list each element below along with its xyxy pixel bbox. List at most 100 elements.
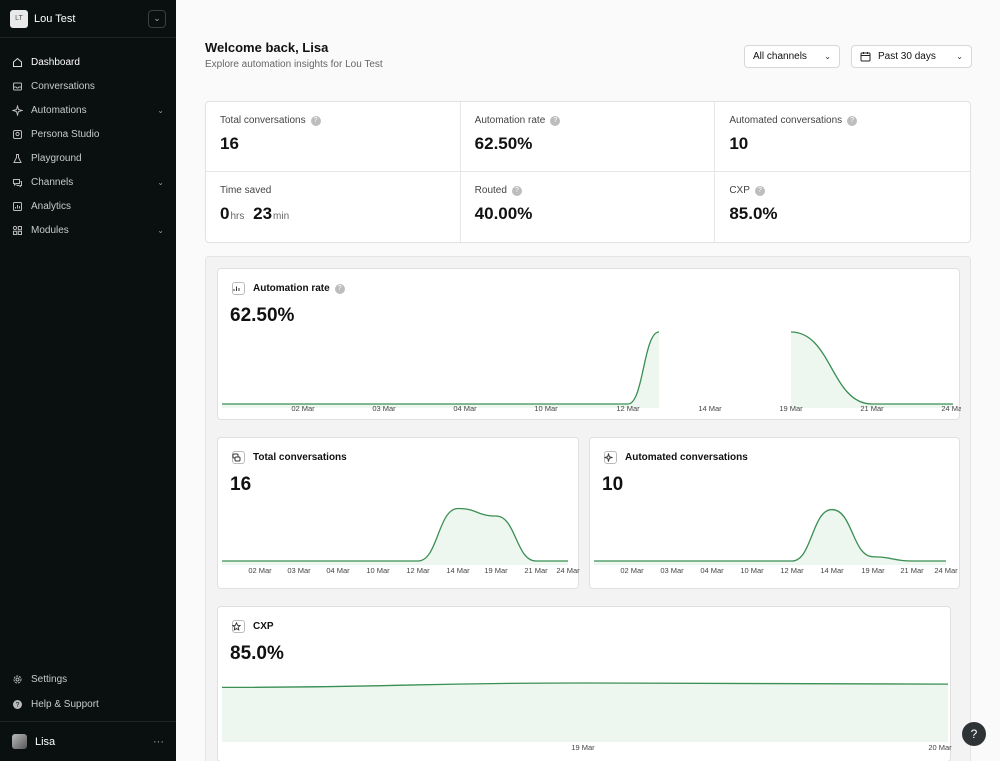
card-title: Automated conversations xyxy=(625,452,748,463)
series-line xyxy=(594,508,946,562)
card-value: 62.50% xyxy=(230,305,295,326)
calendar-icon xyxy=(860,51,871,62)
workspace-badge: LT xyxy=(10,9,28,28)
hours-value: 0 xyxy=(220,204,230,223)
main-nav: Dashboard Conversations Automations ⌄ Pe… xyxy=(0,38,176,242)
chevron-down-icon: ⌄ xyxy=(824,52,831,61)
chart-card-automation-rate: Automation rate ? 62.50% 02 Mar 03 Mar 04 … xyxy=(217,268,961,420)
help-icon[interactable]: ? xyxy=(847,115,858,126)
inbox-icon xyxy=(12,81,23,92)
help-fab[interactable]: ? xyxy=(962,722,986,746)
x-tick-label: 19 Mar xyxy=(779,404,803,413)
sidebar-item-label: Help & Support xyxy=(31,699,99,710)
chat-bubbles-icon xyxy=(232,451,245,464)
x-tick-label: 19 Mar xyxy=(861,566,885,575)
series-line xyxy=(221,331,660,405)
help-icon: ? xyxy=(970,727,978,741)
stat-routed: Routed? 40.00% xyxy=(461,172,716,242)
series-area xyxy=(222,683,948,742)
help-icon[interactable]: ? xyxy=(310,115,321,126)
x-tick-label: 14 Mar xyxy=(698,404,722,413)
channel-select-value: All channels xyxy=(753,51,807,62)
help-icon[interactable]: ? xyxy=(511,185,522,196)
star-icon xyxy=(232,620,245,633)
sidebar-item-automations[interactable]: Automations ⌄ xyxy=(0,98,176,122)
chevron-down-icon[interactable]: ⌄ xyxy=(148,9,166,28)
date-range-select[interactable]: Past 30 days ⌄ xyxy=(851,45,972,68)
help-icon[interactable]: ? xyxy=(550,115,561,126)
card-title: Automation rate xyxy=(253,283,330,294)
stat-value: 16 xyxy=(220,134,239,153)
card-value: 16 xyxy=(230,474,252,495)
sidebar-item-dashboard[interactable]: Dashboard xyxy=(0,50,176,74)
card-title: Total conversations xyxy=(253,452,347,463)
sidebar-item-conversations[interactable]: Conversations xyxy=(0,74,176,98)
sidebar-item-persona-studio[interactable]: Persona Studio xyxy=(0,122,176,146)
x-tick-label: 21 Mar xyxy=(900,566,924,575)
x-tick-label: 20 Mar xyxy=(928,743,952,752)
stat-label: Routed xyxy=(474,185,507,196)
total-conversations-chart: 02 Mar 03 Mar 04 Mar 10 Mar 12 Mar 14 Mar 19 M… xyxy=(222,507,580,575)
stat-automation-rate: Automation rate? 62.50% xyxy=(460,102,716,172)
channel-select[interactable]: All channels ⌄ xyxy=(744,45,840,68)
cxp-chart: 19 Mar 20 Mar xyxy=(221,682,952,752)
help-icon: ? xyxy=(12,699,23,710)
x-tick-label: 02 Mar xyxy=(291,404,315,413)
minutes-unit: min xyxy=(273,211,290,222)
stat-label: Total conversations xyxy=(220,115,306,126)
hours-unit: hrs xyxy=(230,211,245,222)
sidebar-item-label: Settings xyxy=(31,674,68,685)
series-area xyxy=(222,332,659,408)
sidebar-item-label: Persona Studio xyxy=(31,128,100,140)
help-icon[interactable]: ? xyxy=(754,185,765,196)
chart-card-total-conversations: Total conversations 16 02 Mar 03 Mar 04 Ma… xyxy=(217,437,580,589)
sidebar-item-settings[interactable]: Settings xyxy=(0,667,176,692)
sidebar-footer: Settings ? Help & Support Lisa ··· xyxy=(0,667,176,761)
x-tick-label: 24 Mar xyxy=(941,404,961,413)
stat-value: 10 xyxy=(729,134,749,153)
charts-panel: Automation rate ? 62.50% 02 Mar 03 Mar 04 … xyxy=(205,256,971,761)
main-content: Welcome back, Lisa Explore automation in… xyxy=(176,0,1000,761)
sparkle-icon xyxy=(12,104,23,116)
sidebar-item-playground[interactable]: Playground xyxy=(0,146,176,170)
user-name: Lisa xyxy=(35,735,56,748)
x-tick-label: 12 Mar xyxy=(406,566,430,575)
x-tick-label: 04 Mar xyxy=(700,566,724,575)
stat-cxp: CXP? 85.0% xyxy=(715,172,970,242)
stat-label: Automated conversations xyxy=(729,115,843,126)
chart-card-cxp: CXP 85.0% 19 Mar 20 Mar xyxy=(217,606,952,761)
x-tick-label: 10 Mar xyxy=(366,566,390,575)
workspace-switcher[interactable]: LT Lou Test ⌄ xyxy=(0,0,176,38)
sidebar-item-label: Conversations xyxy=(31,80,95,92)
stat-total-conversations: Total conversations? 16 xyxy=(206,102,461,172)
chart-card-automated-conversations: Automated conversations 10 02 Mar 03 Mar 0… xyxy=(589,437,960,589)
workspace-name: Lou Test xyxy=(34,12,76,25)
x-tick-label: 02 Mar xyxy=(620,566,644,575)
automated-conversations-chart: 02 Mar 03 Mar 04 Mar 10 Mar 12 Mar 14 Mar 19 M… xyxy=(594,508,958,575)
series-line xyxy=(790,331,953,405)
user-menu[interactable]: Lisa ··· xyxy=(0,721,176,761)
more-icon[interactable]: ··· xyxy=(153,735,164,748)
chart-icon xyxy=(12,201,23,212)
stat-label: CXP xyxy=(729,185,750,196)
series-area xyxy=(222,508,568,565)
x-tick-label: 03 Mar xyxy=(287,566,311,575)
svg-text:?: ? xyxy=(16,702,20,709)
x-tick-label: 14 Mar xyxy=(820,566,844,575)
sidebar-item-channels[interactable]: Channels ⌄ xyxy=(0,170,176,194)
sidebar-item-modules[interactable]: Modules ⌄ xyxy=(0,218,176,242)
x-tick-label: 10 Mar xyxy=(740,566,764,575)
stat-value: 85.0% xyxy=(729,204,778,223)
x-tick-label: 10 Mar xyxy=(534,404,558,413)
help-icon[interactable]: ? xyxy=(334,283,345,294)
stats-grid: Total conversations? 16 Automation rate?… xyxy=(205,101,971,243)
series-area xyxy=(791,332,953,408)
sidebar-item-analytics[interactable]: Analytics xyxy=(0,194,176,218)
modules-icon xyxy=(12,225,23,236)
sidebar-item-help[interactable]: ? Help & Support xyxy=(0,692,176,717)
x-tick-label: 21 Mar xyxy=(524,566,548,575)
stat-label: Automation rate xyxy=(474,115,546,126)
stat-value: 40.00% xyxy=(474,204,533,223)
chart-icon xyxy=(232,282,245,295)
x-tick-label: 12 Mar xyxy=(780,566,804,575)
